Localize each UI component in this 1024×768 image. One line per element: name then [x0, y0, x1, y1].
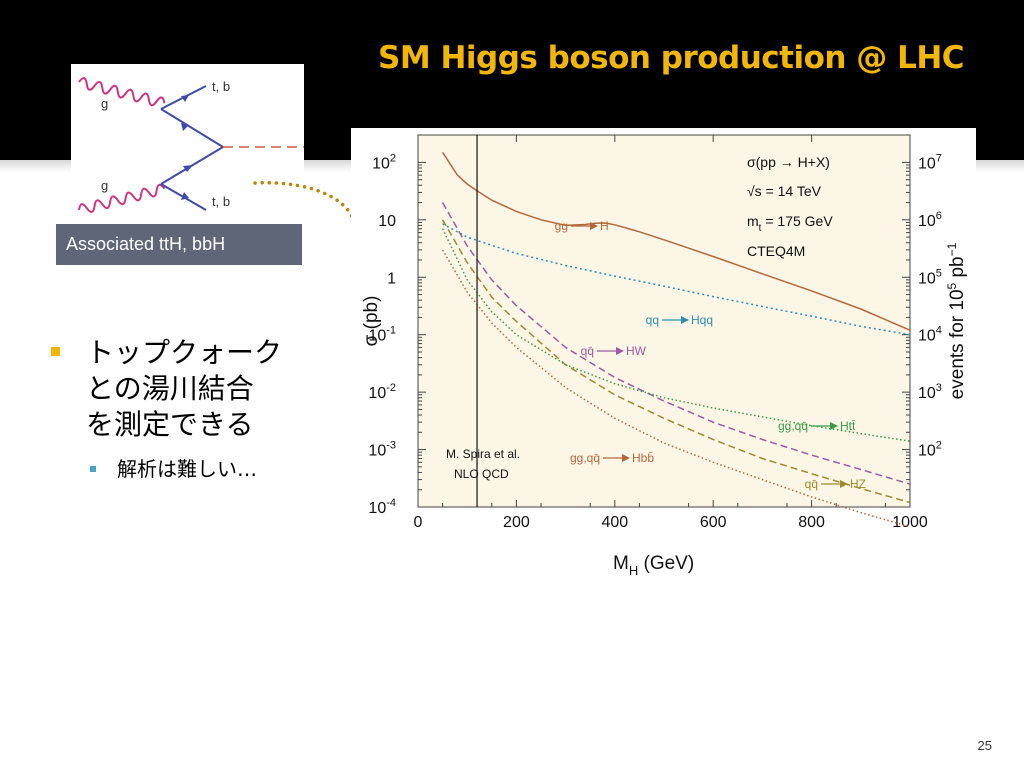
curve-label: qq Hqq	[646, 313, 713, 327]
info-pdf: CTEQ4M	[747, 243, 805, 259]
cross-section-chart: 0 200 400 600 800 1000 102 10 1 10-1 10-2 10-3 10-4 1…	[351, 128, 976, 595]
gluon-label-top: g	[101, 96, 108, 111]
y-tick-label: 10-3	[368, 440, 396, 460]
bullet-line: を測定できる	[86, 408, 254, 441]
quark-label-bottom: t, b	[212, 194, 230, 209]
svg-text:H: H	[600, 219, 609, 233]
svg-text:Htt̄: Htt̄	[840, 419, 856, 433]
y-tick-label: 10-1	[368, 325, 396, 345]
curve-label: gg,qq̄ Hbb̄	[570, 451, 654, 465]
y2-tick-label: 107	[918, 152, 942, 172]
info-box: σ(pp → H+X) √s = 14 TeV mt = 175 GeV CTE…	[747, 154, 833, 259]
x-tick-label: 200	[503, 514, 530, 531]
bullet-line: との湯川結合	[86, 372, 254, 405]
svg-text:qq: qq	[646, 313, 659, 327]
quark-lines	[160, 85, 224, 211]
bullet-line: トップクォーク	[86, 336, 283, 369]
gluon-line-top	[78, 77, 166, 107]
svg-text:Hbb̄: Hbb̄	[632, 451, 654, 465]
y2-tick-label: 105	[918, 267, 942, 287]
y-tick-label: 10-4	[368, 497, 396, 517]
svg-text:qq̄: qq̄	[581, 344, 594, 358]
y-axis-label: σ (pb)	[361, 296, 382, 347]
diagram-caption: Associated ttH, bbH	[56, 224, 302, 265]
svg-text:HZ: HZ	[850, 477, 866, 491]
curve-label: qq̄ HW	[581, 344, 647, 358]
series-line	[442, 223, 911, 336]
credit-line: M. Spira et al.	[446, 447, 520, 461]
gluon-line-bottom	[78, 183, 166, 213]
svg-text:qq̄: qq̄	[805, 477, 818, 491]
x-axis-label: MH (GeV)	[613, 553, 694, 578]
curve-label: gg,qq̄ Htt̄	[778, 419, 856, 433]
bullet-sub: 解析は難しい…	[48, 457, 338, 481]
y-tick-label: 102	[372, 152, 396, 172]
slide-title: SM Higgs boson production @ LHC	[378, 40, 965, 76]
svg-text:HW: HW	[626, 344, 647, 358]
curve-label: qq̄ HZ	[805, 477, 866, 491]
y2-tick-label: 102	[918, 440, 942, 460]
svg-text:Hqq: Hqq	[691, 313, 713, 327]
info-energy: √s = 14 TeV	[747, 183, 822, 199]
svg-text:gg,qq̄: gg,qq̄	[570, 451, 600, 465]
curve-label: gg H	[555, 219, 609, 233]
bullet-list: トップクォーク との湯川結合 を測定できる 解析は難しい…	[48, 335, 338, 481]
y-tick-label: 10	[378, 213, 396, 230]
info-process: σ(pp → H+X)	[747, 154, 830, 170]
y-tick-label: 10-2	[368, 382, 396, 402]
x-tick-label: 400	[601, 514, 628, 531]
quark-arrows	[181, 95, 193, 200]
y-tick-label: 1	[387, 270, 396, 287]
series-line	[441, 249, 911, 528]
svg-text:gg,qq̄: gg,qq̄	[778, 419, 808, 433]
y2-axis-label: events for 105 pb−1	[945, 242, 968, 399]
sub-bullet-marker-icon	[90, 466, 96, 472]
bullet-main: トップクォーク との湯川結合 を測定できる	[48, 335, 338, 443]
series-line	[441, 219, 911, 504]
y2-tick-label: 104	[918, 325, 942, 345]
info-mass-top: mt = 175 GeV	[747, 213, 833, 234]
bullet-marker-icon	[51, 347, 60, 356]
x-tick-label: 1000	[892, 514, 928, 531]
quark-label-top: t, b	[212, 79, 230, 94]
plot-area	[417, 134, 911, 508]
credit-box: M. Spira et al. NLO QCD	[446, 447, 520, 481]
x-tick-label: 600	[700, 514, 727, 531]
series-line	[441, 202, 911, 485]
x-tick-label: 0	[414, 514, 423, 531]
y2-tick-label: 103	[918, 382, 942, 402]
credit-line: NLO QCD	[454, 467, 509, 481]
feynman-diagram: g g t, b t, b	[71, 64, 304, 226]
sub-bullet-text: 解析は難しい…	[117, 457, 257, 481]
svg-text:gg: gg	[555, 219, 568, 233]
x-tick-label: 800	[798, 514, 825, 531]
y2-tick-label: 106	[918, 210, 942, 230]
gluon-label-bottom: g	[101, 178, 108, 193]
slide-number: 25	[977, 738, 992, 753]
chart-svg: 0 200 400 600 800 1000 102 10 1 10-1 10-2 10-3 10-4 1…	[361, 134, 968, 578]
